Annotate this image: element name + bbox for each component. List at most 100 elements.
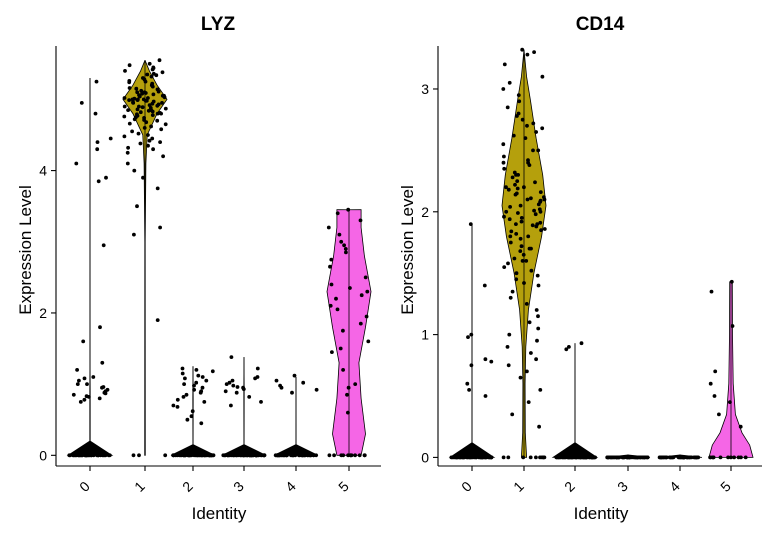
- cd14-point: [482, 283, 487, 288]
- cd14-point: [504, 185, 508, 190]
- lyz-point: [75, 368, 79, 372]
- lyz-point: [137, 104, 141, 109]
- lyz-point: [96, 179, 101, 184]
- lyz-point: [132, 96, 137, 101]
- cd14-point: [527, 163, 532, 168]
- lyz-point: [329, 282, 334, 287]
- lyz-point: [204, 378, 209, 383]
- lyz-x-tick-label: 0: [76, 478, 93, 495]
- cd14-point: [474, 455, 479, 460]
- cd14-point: [469, 363, 474, 368]
- lyz-point: [334, 296, 338, 301]
- cd14-point: [516, 211, 520, 215]
- lyz-point: [127, 98, 131, 102]
- lyz-point: [338, 346, 343, 351]
- lyz-point: [132, 117, 137, 122]
- lyz-point: [311, 453, 316, 458]
- lyz-point: [139, 88, 144, 93]
- lyz-point: [282, 453, 287, 458]
- cd14-x-tick-label: 0: [458, 478, 475, 495]
- lyz-point: [199, 453, 204, 458]
- lyz-point: [146, 133, 150, 137]
- lyz-point: [353, 382, 358, 386]
- cd14-point: [534, 308, 539, 312]
- lyz-point: [95, 140, 100, 145]
- lyz-point: [273, 453, 278, 458]
- lyz-point: [259, 453, 263, 458]
- cd14-point: [531, 121, 536, 126]
- lyz-point: [71, 392, 76, 397]
- lyz-point: [358, 218, 363, 223]
- lyz-point: [132, 232, 136, 237]
- cd14-y-tick-label: 0: [421, 449, 429, 465]
- cd14-point: [522, 185, 526, 190]
- lyz-point: [343, 247, 348, 251]
- lyz-point: [290, 390, 294, 395]
- lyz-point: [231, 383, 236, 388]
- lyz-point: [140, 105, 145, 110]
- lyz-point: [342, 243, 346, 248]
- lyz-point: [235, 385, 240, 389]
- lyz-point: [346, 410, 350, 415]
- cd14-point: [511, 133, 516, 138]
- cd14-point: [589, 455, 594, 460]
- lyz-point: [229, 403, 233, 408]
- lyz-point: [74, 161, 79, 166]
- lyz-y-axis-title: Expression Level: [16, 185, 35, 314]
- cd14-point: [535, 273, 540, 278]
- lyz-point: [314, 387, 319, 392]
- lyz-point: [94, 79, 99, 84]
- lyz-point: [259, 400, 263, 404]
- cd14-point: [540, 74, 545, 79]
- cd14-point: [529, 351, 533, 355]
- cd14-point: [688, 455, 693, 460]
- lyz-point: [103, 391, 108, 396]
- lyz-point: [307, 453, 312, 458]
- lyz-point: [150, 109, 155, 114]
- lyz-point: [75, 382, 80, 386]
- lyz-point: [328, 303, 333, 308]
- cd14-point: [501, 142, 506, 147]
- cd14-point: [718, 455, 723, 460]
- lyz-x-tick-label: 2: [179, 478, 196, 495]
- cd14-point: [525, 197, 530, 202]
- cd14-point: [562, 455, 566, 460]
- lyz-point: [229, 355, 234, 359]
- cd14-point: [520, 259, 525, 263]
- lyz-point: [106, 453, 111, 458]
- cd14-point: [453, 455, 458, 460]
- cd14-point: [518, 236, 523, 241]
- lyz-point: [141, 97, 146, 102]
- cd14-point: [536, 148, 541, 153]
- lyz-point: [247, 395, 252, 399]
- lyz-point: [279, 385, 284, 390]
- lyz-x-tick-label: 4: [282, 478, 299, 495]
- lyz-point: [335, 307, 340, 312]
- lyz-point: [234, 390, 239, 395]
- lyz-point: [72, 453, 77, 458]
- cd14-point: [502, 166, 507, 171]
- lyz-point: [143, 91, 148, 95]
- lyz-point: [358, 321, 363, 326]
- lyz-point: [160, 70, 165, 75]
- cd14-point: [616, 455, 620, 460]
- cd14-point: [515, 186, 520, 191]
- cd14-point: [518, 375, 523, 380]
- lyz-point: [155, 103, 160, 108]
- lyz-point: [95, 147, 100, 152]
- cd14-y-tick-label: 1: [421, 327, 429, 343]
- cd14-point: [501, 87, 506, 91]
- lyz-y-tick-label: 4: [39, 163, 47, 179]
- cd14-point: [633, 455, 638, 460]
- cd14-x-tick-label: 4: [666, 478, 683, 495]
- cd14-point: [564, 347, 569, 352]
- lyz-point: [157, 58, 162, 63]
- lyz-point: [137, 94, 142, 99]
- lyz-point: [332, 453, 336, 458]
- lyz-point: [278, 453, 283, 458]
- cd14-point: [612, 455, 617, 460]
- cd14-point: [529, 196, 533, 201]
- cd14-point: [507, 217, 512, 222]
- lyz-chart-title: LYZ: [201, 14, 236, 35]
- lyz-point: [97, 396, 102, 401]
